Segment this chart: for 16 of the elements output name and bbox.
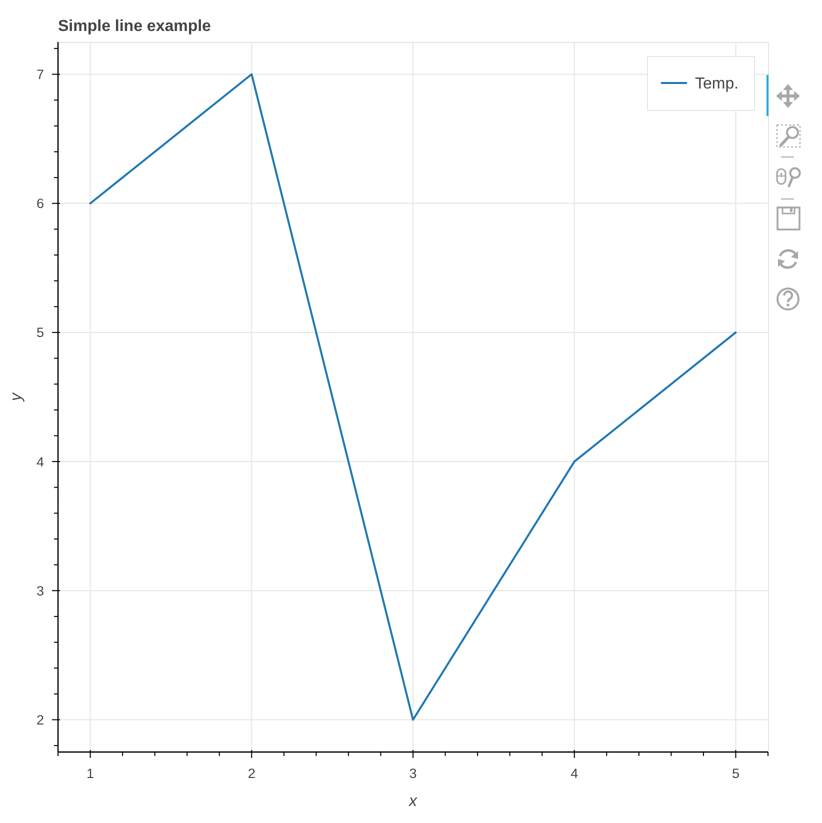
y-tick-label: 2 bbox=[36, 712, 44, 728]
y-tick-label: 4 bbox=[36, 454, 44, 470]
x-tick-label: 5 bbox=[732, 766, 740, 781]
chart-title: Simple line example bbox=[58, 18, 212, 35]
legend-label: Temp. bbox=[695, 76, 739, 93]
line-series bbox=[89, 73, 737, 721]
y-tick-label: 7 bbox=[36, 67, 44, 82]
x-tick-label: 3 bbox=[409, 766, 417, 781]
x-axis-title: x bbox=[408, 793, 418, 810]
y-tick-label: 5 bbox=[36, 325, 44, 340]
y-tick-label: 3 bbox=[36, 583, 44, 598]
x-tick-label: 2 bbox=[248, 766, 256, 781]
x-tick-label: 1 bbox=[86, 766, 94, 781]
y-tick-label: 6 bbox=[36, 196, 44, 212]
y-axis-title: y bbox=[8, 392, 25, 402]
x-tick-label: 4 bbox=[570, 766, 579, 781]
